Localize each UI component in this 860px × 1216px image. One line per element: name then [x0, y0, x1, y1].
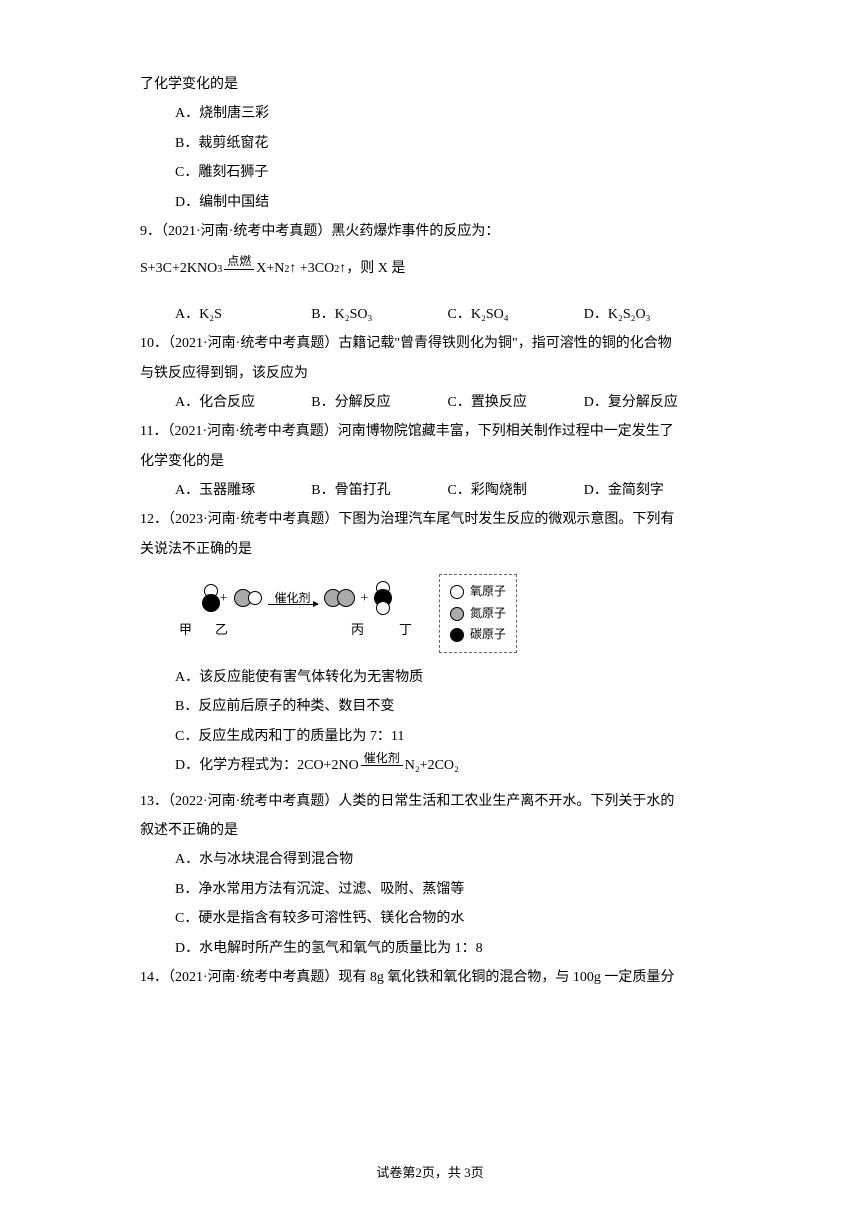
q10-options: A．化合反应 B．分解反应 C．置换反应 D．复分解反应	[140, 388, 720, 417]
condition-text: 催化剂	[361, 752, 403, 766]
q11-b: B．骨笛打孔	[311, 476, 447, 505]
q12-option-a: A．该反应能使有害气体转化为无害物质	[140, 663, 720, 692]
q13-option-b: B．净水常用方法有沉淀、过滤、吸附、蒸馏等	[140, 875, 720, 904]
reaction-condition: 催化剂	[361, 752, 403, 779]
q8-option-b: B．裁剪纸窗花	[140, 129, 720, 158]
q10-c: C．置换反应	[448, 388, 584, 417]
q13-stem-1: 13．（2022·河南·统考中考真题）人类的日常生活和工农业生产离不开水。下列关…	[140, 787, 720, 816]
q10-a: A．化合反应	[175, 388, 311, 417]
eq-r2: ↑ +3CO	[289, 254, 334, 283]
plus-icon: +	[361, 584, 369, 613]
q9-b: B．K₂SO₃	[311, 300, 447, 329]
legend-carbon: 碳原子	[450, 624, 506, 646]
eq-r3: ↑，则 X 是	[339, 254, 405, 283]
q8-stem-fragment: 了化学变化的是	[140, 70, 720, 99]
eq-r1: X+N	[256, 254, 284, 283]
legend-c-text: 碳原子	[470, 624, 506, 646]
q12-d-pre: D．化学方程式为：2CO+2NO	[175, 751, 359, 780]
molecule-ding	[374, 584, 392, 612]
oxygen-atom-icon	[376, 601, 390, 615]
q13-option-a: A．水与冰块混合得到混合物	[140, 845, 720, 874]
q9-d: D．K₂S₂O₃	[584, 300, 720, 329]
label-ding: 丁	[399, 616, 419, 643]
oxygen-atom-icon	[248, 591, 262, 605]
q12-option-d: D．化学方程式为：2CO+2NO 催化剂 N₂+2CO₂	[140, 751, 720, 780]
q14-stem: 14．（2021·河南·统考中考真题）现有 8g 氧化铁和氧化铜的混合物，与 1…	[140, 963, 720, 992]
legend-n-text: 氮原子	[470, 603, 506, 625]
page-footer: 试卷第2页，共 3页	[0, 1159, 860, 1186]
q12-d-post: N₂+2CO₂	[405, 751, 459, 780]
label-bing: 丙	[351, 616, 381, 643]
molecule-jia	[202, 586, 214, 610]
q12-stem-1: 12．（2023·河南·统考中考真题）下图为治理汽车尾气时发生反应的微观示意图。…	[140, 505, 720, 534]
q12-stem-2: 关说法不正确的是	[140, 535, 720, 564]
q8-option-c: C．雕刻石狮子	[140, 158, 720, 187]
q8-option-a: A．烧制唐三彩	[140, 99, 720, 128]
reaction-arrow: 催化剂	[268, 592, 318, 605]
q9-c: C．K₂SO₄	[448, 300, 584, 329]
q9-options: A．K₂S B．K₂SO₃ C．K₂SO₄ D．K₂S₂O₃	[140, 300, 720, 329]
q10-b: B．分解反应	[311, 388, 447, 417]
legend-nitrogen: 氮原子	[450, 603, 506, 625]
q12-option-b: B．反应前后原子的种类、数目不变	[140, 692, 720, 721]
condition-blank	[377, 766, 386, 779]
q11-c: C．彩陶烧制	[448, 476, 584, 505]
condition-blank	[235, 270, 244, 283]
q11-options: A．玉器雕琢 B．骨笛打孔 C．彩陶烧制 D．金简刻字	[140, 476, 720, 505]
q11-d: D．金简刻字	[584, 476, 720, 505]
reaction-condition: 点燃	[224, 255, 254, 282]
condition-text: 点燃	[224, 255, 254, 269]
oxygen-atom-icon	[450, 585, 464, 599]
molecules-left: + 催化剂 +	[175, 584, 419, 644]
q13-option-d: D．水电解时所产生的氢气和氧气的质量比为 1：8	[140, 934, 720, 963]
legend-o-text: 氧原子	[470, 581, 506, 603]
catalyst-label: 催化剂	[274, 592, 310, 604]
eq-left: S+3C+2KNO	[140, 254, 217, 283]
molecule-bing	[324, 589, 355, 607]
eq-sub: 3	[217, 259, 222, 280]
arrow-line-icon	[268, 604, 318, 605]
carbon-atom-icon	[450, 628, 464, 642]
q13-stem-2: 叙述不正确的是	[140, 816, 720, 845]
label-yi: 乙	[215, 616, 245, 643]
q9-a: A．K₂S	[175, 300, 311, 329]
legend-oxygen: 氧原子	[450, 581, 506, 603]
q10-stem-1: 10．（2021·河南·统考中考真题）古籍记载"曾青得铁则化为铜"，指可溶性的铜…	[140, 329, 720, 358]
nitrogen-atom-icon	[337, 589, 355, 607]
q13-option-c: C．硬水是指含有较多可溶性钙、镁化合物的水	[140, 904, 720, 933]
q10-stem-2: 与铁反应得到铜，该反应为	[140, 359, 720, 388]
molecule-yi	[234, 589, 262, 607]
plus-icon: +	[220, 584, 228, 613]
molecule-labels: 甲 乙 丙 丁	[175, 616, 419, 643]
carbon-atom-icon	[202, 594, 220, 612]
atom-legend: 氧原子 氮原子 碳原子	[439, 574, 517, 653]
q9-stem: 9．（2021·河南·统考中考真题）黑火药爆炸事件的反应为：	[140, 217, 720, 246]
q10-d: D．复分解反应	[584, 388, 720, 417]
nitrogen-atom-icon	[450, 607, 464, 621]
label-jia: 甲	[179, 616, 197, 643]
q9-equation: S+3C+2KNO3 点燃 X+N2 ↑ +3CO2 ↑，则 X 是	[140, 254, 720, 283]
q12-diagram: + 催化剂 +	[175, 574, 720, 653]
q8-option-d: D．编制中国结	[140, 188, 720, 217]
q12-option-c: C．反应生成丙和丁的质量比为 7：11	[140, 722, 720, 751]
q11-stem-2: 化学变化的是	[140, 447, 720, 476]
q11-a: A．玉器雕琢	[175, 476, 311, 505]
q11-stem-1: 11．（2021·河南·统考中考真题）河南博物院馆藏丰富，下列相关制作过程中一定…	[140, 417, 720, 446]
